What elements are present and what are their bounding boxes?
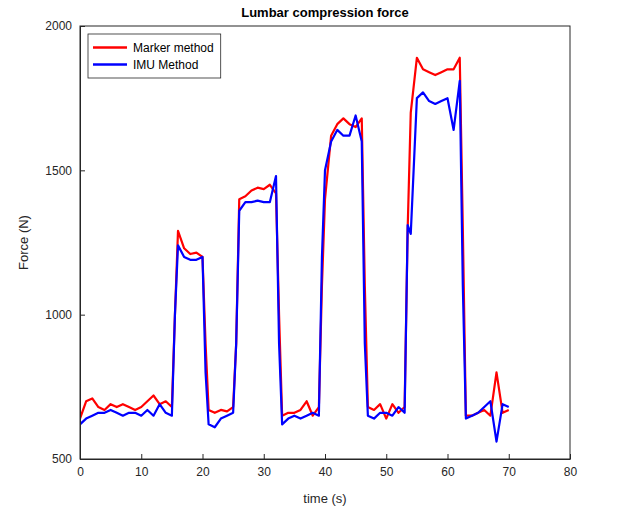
plot: 0 10 20 30 40 50 60 70 80 500 1000 1500 2000 Marker m… xyxy=(45,19,577,478)
tick-label: 2000 xyxy=(45,19,72,33)
tick: 70 xyxy=(503,454,517,479)
tick-label: 500 xyxy=(52,452,72,466)
legend-label: Marker method xyxy=(133,41,214,55)
chart: 0 10 20 30 40 50 60 70 80 500 1000 1500 2000 Marker m… xyxy=(0,0,630,515)
tick-mark xyxy=(141,454,142,459)
tick: 500 xyxy=(52,452,85,466)
plot-background xyxy=(80,26,570,459)
tick: 1000 xyxy=(45,308,85,322)
x-axis-title: time (s) xyxy=(303,491,346,506)
y-axis-title: Force (N) xyxy=(16,215,31,270)
tick-label: 40 xyxy=(319,465,333,479)
tick: 30 xyxy=(258,454,272,479)
legend-key xyxy=(93,63,127,66)
axis-line xyxy=(80,27,81,460)
y-axis: 500 1000 1500 2000 xyxy=(45,19,85,466)
tick-mark xyxy=(509,454,510,459)
title: Lumbar compression force xyxy=(241,5,409,20)
tick-label: 80 xyxy=(564,465,578,479)
series-line xyxy=(80,81,509,442)
tick-mark xyxy=(448,454,449,459)
tick: 2000 xyxy=(45,19,85,33)
tick: 10 xyxy=(135,454,149,479)
tick-mark xyxy=(264,454,265,459)
axis-line xyxy=(81,459,571,460)
tick: 80 xyxy=(564,454,578,479)
tick-label: 70 xyxy=(503,465,517,479)
tick-mark xyxy=(570,454,571,459)
legend-key xyxy=(93,46,127,49)
tick-label: 1000 xyxy=(45,308,72,322)
tick-mark xyxy=(80,315,85,316)
series-line xyxy=(80,58,509,419)
tick: 50 xyxy=(380,454,394,479)
legend: Marker method IMU Method xyxy=(88,34,221,78)
tick-mark xyxy=(203,454,204,459)
tick: 1500 xyxy=(45,164,85,178)
tick-mark xyxy=(80,459,85,460)
tick-mark xyxy=(80,170,85,171)
plot-frame xyxy=(80,26,570,459)
tick-mark xyxy=(80,26,85,27)
tick-label: 0 xyxy=(77,465,84,479)
lines xyxy=(80,58,509,442)
tick-label: 20 xyxy=(196,465,210,479)
tick-label: 10 xyxy=(135,465,149,479)
legend-box xyxy=(88,34,221,78)
tick: 60 xyxy=(441,454,455,479)
tick: 40 xyxy=(319,454,333,479)
tick-mark xyxy=(386,454,387,459)
tick-label: 60 xyxy=(441,465,455,479)
tick-mark xyxy=(325,454,326,459)
legend-label: IMU Method xyxy=(133,58,198,72)
tick-label: 1500 xyxy=(45,164,72,178)
x-axis: 0 10 20 30 40 50 60 70 80 xyxy=(77,454,577,479)
tick-label: 50 xyxy=(380,465,394,479)
tick-label: 30 xyxy=(258,465,272,479)
tick: 20 xyxy=(196,454,210,479)
